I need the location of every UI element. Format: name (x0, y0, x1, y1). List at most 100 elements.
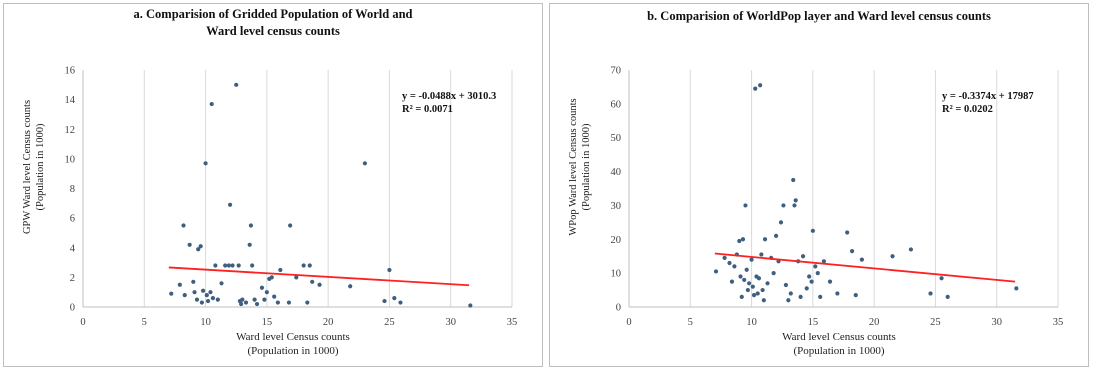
data-point (729, 279, 735, 284)
data-point (928, 291, 933, 296)
data-point (259, 285, 265, 290)
data-point (219, 281, 224, 286)
data-point (908, 247, 914, 252)
y-axis-label-a: GPW Ward level Census counts (Population… (22, 99, 46, 235)
data-point (201, 288, 206, 293)
x-tick-label: 10 (200, 317, 211, 328)
data-point (791, 177, 796, 183)
data-point (210, 296, 216, 301)
data-point (773, 233, 779, 238)
data-point (747, 281, 752, 286)
data-point (792, 203, 797, 208)
data-point (288, 223, 293, 228)
data-point (755, 291, 760, 296)
data-point (761, 298, 766, 303)
x-tick-label: 30 (991, 317, 1002, 328)
data-point (778, 220, 784, 225)
y-axis-label-b: WPop Ward level Census counts (Populatio… (568, 98, 592, 236)
data-point (945, 294, 950, 299)
chart-panel-b: 0 5 10 15 20 25 30 35 0 10 20 30 40 50 60 70 b. Compari… (549, 3, 1089, 367)
data-point (362, 161, 368, 166)
data-point (317, 282, 322, 287)
data-point (788, 291, 793, 296)
data-point (208, 290, 213, 295)
x-tick-label: 5 (142, 317, 147, 328)
trendline (714, 252, 1016, 283)
data-point (196, 247, 201, 252)
data-point (203, 161, 208, 166)
data-point (818, 294, 823, 299)
data-point (739, 294, 744, 299)
data-point (758, 83, 763, 88)
data-point (740, 237, 746, 242)
data-point (762, 237, 768, 242)
data-point (398, 300, 403, 305)
data-point (771, 271, 776, 276)
data-point (177, 282, 182, 287)
x-tick-label: 35 (507, 317, 518, 328)
data-point (254, 301, 260, 307)
y-tick-label: 16 (65, 66, 76, 77)
x-tick-label: 15 (808, 317, 819, 328)
y-tick-label: 70 (611, 66, 622, 77)
y-tick-label: 0 (70, 303, 75, 314)
data-point (722, 255, 727, 261)
y-tick-label: 6 (70, 214, 75, 225)
data-point (243, 300, 249, 305)
data-point (239, 301, 244, 307)
data-point (749, 257, 754, 262)
data-point (849, 249, 855, 254)
data-point (234, 82, 239, 87)
data-point (240, 297, 245, 302)
data-point (732, 264, 737, 269)
scatter-plot-b: 0 5 10 15 20 25 30 35 0 10 20 30 40 50 60 70 (611, 66, 1064, 329)
data-point (760, 287, 765, 293)
data-point (382, 298, 387, 304)
data-point (198, 244, 203, 249)
data-point (807, 274, 812, 279)
data-point (187, 242, 192, 247)
data-point (301, 263, 306, 268)
data-point (387, 267, 392, 273)
x-tick-label: 30 (445, 317, 456, 328)
scatter-plot-a: 0 5 10 15 20 25 30 35 0 2 4 6 8 10 12 14 16 (65, 66, 518, 329)
x-tick-label: 15 (262, 317, 273, 328)
chart-title-b: b. Comparision of WorldPop layer and War… (647, 9, 991, 23)
data-point (227, 202, 233, 207)
y-tick-label: 60 (611, 99, 622, 110)
x-tick-label: 0 (626, 317, 631, 328)
data-point (750, 284, 755, 289)
data-point (890, 254, 895, 259)
data-point (859, 257, 864, 262)
x-tick-label: 35 (1053, 317, 1064, 328)
data-point (204, 293, 209, 298)
data-point (294, 275, 299, 280)
y-tick-label: 10 (65, 154, 76, 165)
y-tick-label: 30 (611, 201, 622, 212)
y-tick-label: 4 (70, 243, 76, 254)
data-point (743, 203, 748, 208)
x-tick-label: 20 (323, 317, 334, 328)
data-point (793, 198, 798, 203)
data-point (213, 263, 218, 268)
y-tick-label: 50 (611, 133, 622, 144)
data-point (753, 86, 758, 91)
data-point (199, 300, 204, 305)
data-point (269, 275, 274, 280)
data-point (182, 293, 187, 298)
data-point (215, 297, 220, 302)
data-point (278, 267, 283, 273)
data-point (307, 263, 312, 268)
regression-equation-b: y = -0.3374x + 17987 R² = 0.0202 (942, 91, 1034, 115)
y-tick-label: 14 (65, 95, 76, 106)
data-point (738, 274, 743, 279)
data-point (169, 291, 174, 296)
data-point (786, 298, 791, 303)
x-tick-label: 0 (80, 317, 85, 328)
data-point (223, 263, 228, 268)
data-point (250, 263, 255, 268)
data-point (236, 263, 241, 268)
trendline (168, 266, 470, 287)
data-point (468, 303, 473, 308)
data-point (821, 259, 826, 264)
